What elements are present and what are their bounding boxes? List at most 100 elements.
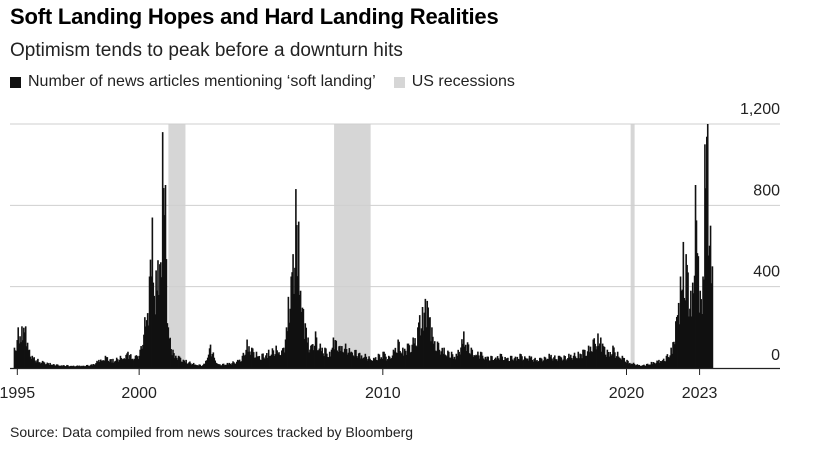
article-bar-453 xyxy=(438,349,441,368)
article-bar-563 xyxy=(541,361,544,368)
article-bar-475 xyxy=(459,354,461,368)
article-bar-568 xyxy=(546,358,549,368)
article-bar-720 xyxy=(689,308,691,368)
article-bar-396 xyxy=(385,356,387,368)
article-bar-560 xyxy=(539,357,541,368)
article-bar-208 xyxy=(208,348,211,368)
article-bar-336 xyxy=(328,351,331,368)
article-bar-465 xyxy=(449,357,452,368)
article-bar-737 xyxy=(705,188,707,368)
article-bar-244 xyxy=(242,352,245,368)
article-bar-158 xyxy=(161,132,164,368)
x-tick-label-3: 2020 xyxy=(609,385,645,402)
article-bar-669 xyxy=(641,365,643,368)
article-bar-536 xyxy=(516,356,519,368)
article-bar-624 xyxy=(599,343,601,368)
article-bar-206 xyxy=(206,357,209,368)
article-bar-24 xyxy=(36,360,38,368)
article-bar-514 xyxy=(495,359,498,368)
article-bar-18 xyxy=(30,358,33,368)
article-bar-520 xyxy=(501,356,504,368)
article-bar-114 xyxy=(120,357,123,368)
article-bar-626 xyxy=(600,351,603,368)
article-bar-471 xyxy=(455,353,458,368)
article-bar-148 xyxy=(152,282,155,368)
article-bar-735 xyxy=(703,279,705,368)
article-bar-513 xyxy=(494,357,497,368)
article-bar-596 xyxy=(572,355,575,368)
article-bar-124 xyxy=(129,354,132,368)
article-bar-258 xyxy=(255,351,258,368)
article-bar-245 xyxy=(243,355,246,368)
article-bar-314 xyxy=(308,352,310,368)
article-bar-239 xyxy=(237,360,240,368)
article-bar-53 xyxy=(63,365,65,368)
article-bar-614 xyxy=(589,346,592,368)
article-bar-222 xyxy=(221,363,224,368)
article-bar-255 xyxy=(252,352,255,368)
article-bar-528 xyxy=(508,361,511,368)
article-bar-198 xyxy=(199,364,202,368)
article-bar-701 xyxy=(671,353,673,368)
article-bar-328 xyxy=(321,347,323,368)
article-bar-648 xyxy=(621,355,624,368)
article-bar-262 xyxy=(259,359,262,368)
article-bar-96 xyxy=(103,360,106,368)
x-tick-label-4: 2023 xyxy=(682,385,718,402)
article-bar-316 xyxy=(310,345,312,368)
article-bar-90 xyxy=(98,359,100,368)
article-bar-364 xyxy=(355,349,357,368)
article-bar-197 xyxy=(198,364,201,368)
article-bar-66 xyxy=(75,365,78,368)
article-bar-470 xyxy=(454,359,457,368)
article-bar-241 xyxy=(239,361,242,368)
article-bar-724 xyxy=(692,293,695,368)
article-bar-393 xyxy=(382,351,384,368)
article-bar-370 xyxy=(360,355,363,368)
article-bar-574 xyxy=(552,360,554,368)
article-bar-342 xyxy=(334,340,337,368)
article-bar-526 xyxy=(507,357,509,368)
article-bar-50 xyxy=(60,365,63,368)
article-bar-32 xyxy=(43,362,46,368)
article-bar-363 xyxy=(354,349,356,368)
article-bar-557 xyxy=(536,360,538,368)
article-bar-193 xyxy=(194,364,197,368)
article-bar-558 xyxy=(537,361,539,368)
article-bar-478 xyxy=(462,343,464,368)
article-bar-277 xyxy=(273,355,276,368)
article-bar-371 xyxy=(361,358,364,368)
article-bar-321 xyxy=(314,331,317,368)
article-bar-388 xyxy=(377,353,380,368)
article-bar-162 xyxy=(165,259,168,368)
article-bar-161 xyxy=(164,185,167,368)
article-bar-132 xyxy=(137,359,140,368)
article-bar-445 xyxy=(431,327,433,368)
article-bar-552 xyxy=(531,359,534,368)
article-bar-416 xyxy=(403,348,406,368)
article-bar-459 xyxy=(444,354,446,368)
article-bar-69 xyxy=(78,365,80,368)
article-bar-733 xyxy=(701,314,703,368)
article-bar-505 xyxy=(487,356,490,368)
article-bar-485 xyxy=(468,353,471,368)
y-tick-label-3: 0 xyxy=(771,347,780,364)
article-bar-169 xyxy=(172,349,174,368)
article-bar-487 xyxy=(470,347,473,368)
article-bar-693 xyxy=(663,361,666,368)
article-bar-510 xyxy=(492,360,494,368)
article-bar-653 xyxy=(626,359,628,368)
recession-band-1 xyxy=(334,124,371,368)
article-bar-257 xyxy=(254,357,257,368)
article-bar-34 xyxy=(45,364,48,368)
article-bar-723 xyxy=(691,282,694,368)
article-bar-355 xyxy=(346,354,349,368)
article-bar-170 xyxy=(173,353,175,368)
article-bar-391 xyxy=(380,357,383,368)
article-bar-142 xyxy=(146,313,149,368)
article-bar-37 xyxy=(48,364,50,368)
article-bar-417 xyxy=(404,350,407,368)
article-bar-696 xyxy=(666,354,669,368)
article-bar-390 xyxy=(379,358,382,368)
article-bar-28 xyxy=(39,363,42,368)
